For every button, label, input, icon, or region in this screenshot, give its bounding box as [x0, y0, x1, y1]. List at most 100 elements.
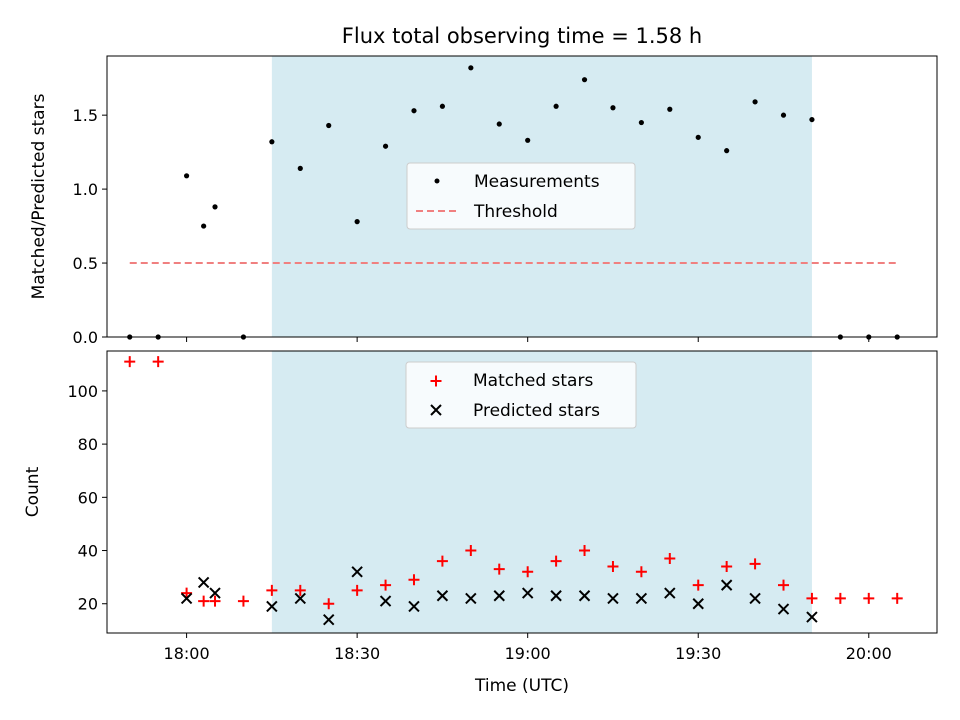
count-x-tick-label: 19:30: [675, 644, 721, 663]
legend-predicted-marker: [430, 404, 442, 416]
predicted-star-point: [692, 598, 704, 610]
matched-star-point: [124, 356, 136, 368]
legend-measurements-label: Measurements: [474, 172, 600, 192]
predicted-star-point: [209, 587, 221, 599]
count-panel: 20 40 60 80 100 18:00 18:30 19:00 19:30 20:00 Ti…: [23, 350, 938, 696]
predicted-star-point: [578, 590, 591, 602]
legend-threshold-label: Threshold: [473, 202, 558, 222]
predicted-star-point: [493, 590, 505, 602]
count-x-tick-label: 20:00: [846, 644, 892, 663]
measurement-point: [667, 106, 673, 112]
matched-star-point: [152, 356, 164, 368]
legend-measurements-marker: [434, 178, 440, 184]
count-y-tick-label: 20: [78, 595, 98, 614]
legend-predicted-label: Predicted stars: [473, 401, 600, 421]
measurement-point: [354, 219, 360, 225]
count-x-tick-label: 19:00: [505, 644, 551, 663]
matched-star-point: [266, 584, 278, 596]
matched-star-point: [635, 566, 647, 578]
matched-star-point: [721, 560, 733, 572]
matched-star-point: [664, 553, 676, 565]
matched-star-point: [579, 545, 591, 557]
ratio-y-axis-label: Matched/Predicted stars: [29, 93, 49, 299]
predicted-star-point: [806, 611, 818, 623]
measurement-point: [382, 143, 389, 149]
predicted-star-point: [323, 613, 335, 626]
matched-star-point: [607, 560, 619, 572]
predicted-star-point: [607, 592, 619, 605]
matched-star-point: [806, 592, 818, 604]
ratio-y-ticks: 0.0 0.5 1.0 1.5: [73, 106, 107, 347]
legend-matched-label: Matched stars: [473, 371, 593, 391]
ratio-marks: [127, 65, 900, 340]
measurement-point: [610, 105, 616, 111]
predicted-star-point: [550, 590, 562, 602]
count-x-tick-label: 18:00: [164, 644, 210, 663]
count-x-ticks: 18:00 18:30 19:00 19:30 20:00: [164, 633, 892, 663]
measurement-point: [212, 204, 218, 210]
ratio-legend: Measurements Threshold: [406, 162, 636, 230]
measurement-point: [752, 99, 758, 105]
matched-star-point: [778, 579, 790, 591]
measurement-point: [553, 103, 559, 109]
predicted-star-point: [720, 579, 733, 591]
measurement-point: [581, 77, 588, 83]
matched-star-point: [834, 592, 846, 604]
ratio-y-tick-label: 0.5: [73, 254, 98, 273]
predicted-star-point: [777, 603, 790, 615]
ratio-y-tick-label: 0.0: [73, 328, 98, 347]
count-y-tick-label: 60: [78, 488, 98, 507]
measurement-point: [269, 139, 275, 145]
predicted-star-point: [436, 590, 449, 602]
matched-star-point: [550, 555, 562, 567]
measurement-point: [468, 65, 474, 71]
predicted-star-point: [197, 576, 210, 589]
measurement-point: [638, 119, 644, 126]
matched-star-point: [436, 555, 448, 567]
predicted-star-point: [294, 592, 306, 605]
measurement-point: [695, 134, 701, 140]
count-y-tick-label: 40: [78, 542, 98, 561]
count-legend: Matched stars Predicted stars: [405, 361, 637, 429]
chart-title: Flux total observing time = 1.58 h: [342, 24, 702, 48]
ratio-legend-box: [406, 162, 636, 230]
matched-star-point: [323, 598, 335, 610]
matched-star-point: [408, 574, 420, 586]
ratio-y-tick-label: 1.5: [73, 106, 98, 125]
count-legend-box: [405, 361, 637, 429]
predicted-star-point: [749, 592, 761, 605]
count-x-tick-label: 18:30: [334, 644, 380, 663]
measurement-point: [780, 112, 787, 118]
matched-star-point: [891, 592, 903, 604]
matched-star-point: [493, 563, 505, 575]
measurement-point: [326, 122, 332, 129]
count-y-tick-label: 80: [78, 435, 98, 454]
matched-star-point: [465, 545, 477, 557]
measurement-point: [297, 165, 303, 171]
count-y-ticks: 20 40 60 80 100: [67, 382, 107, 614]
count-y-tick-label: 100: [67, 382, 98, 401]
count-marks: [124, 356, 903, 626]
matched-star-point: [522, 566, 534, 578]
matched-star-point: [198, 595, 210, 607]
predicted-star-point: [408, 600, 420, 613]
matched-star-point: [351, 584, 363, 596]
predicted-star-point: [266, 600, 278, 613]
matched-star-point: [749, 558, 761, 570]
measurement-point: [183, 173, 190, 179]
measurement-point: [525, 137, 531, 143]
measurement-point: [411, 108, 417, 114]
predicted-star-point: [379, 595, 392, 607]
predicted-star-point: [521, 587, 534, 599]
matched-star-point: [209, 595, 221, 607]
ratio-axes-frame: [106, 55, 938, 338]
measurement-point: [496, 121, 502, 127]
matched-star-point: [380, 579, 392, 591]
measurement-point: [809, 116, 815, 123]
predicted-star-point: [351, 566, 363, 578]
predicted-star-point: [664, 587, 676, 599]
matched-star-point: [692, 579, 704, 591]
matched-star-point: [181, 587, 193, 599]
ratio-panel: 0.0 0.5 1.0 1.5 Flux total observing time =…: [29, 24, 938, 347]
